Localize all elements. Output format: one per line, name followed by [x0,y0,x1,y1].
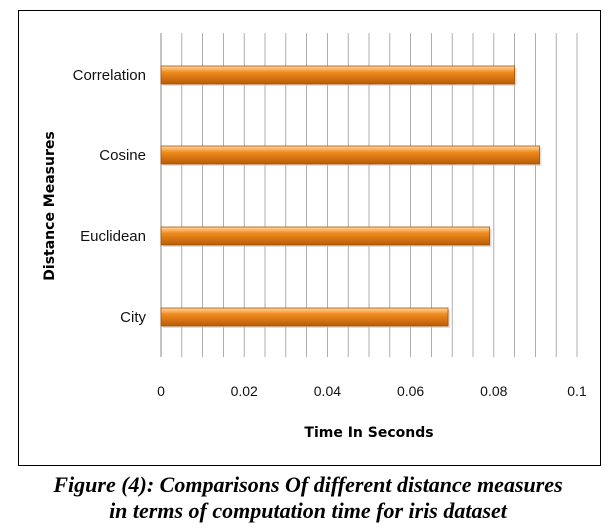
x-tick-label: 0.06 [397,383,424,399]
bar-city [160,307,449,327]
caption-line-2: in terms of computation time for iris da… [109,498,507,523]
x-tick-label: 0.08 [480,383,507,399]
category-label: Correlation [73,67,146,84]
bar-cosine [160,145,540,165]
x-axis-title: Time In Seconds [304,425,433,441]
x-tick-label: 0.1 [567,383,587,399]
bar-euclidean [160,226,491,246]
category-label: Cosine [99,147,146,164]
y-axis-title: Distance Measures [42,131,58,280]
bar-correlation [160,65,516,85]
category-label: City [120,309,146,326]
chart-frame: 0 0.02 0.04 0.06 0.08 0.1 Correlation Cosine Eu… [18,10,601,466]
category-labels: Correlation Cosine Euclidean City [73,67,147,326]
figure-caption: Figure (4): Comparisons Of different dis… [0,472,616,524]
category-label: Euclidean [80,228,146,245]
x-tick-label: 0.02 [231,383,258,399]
bar-chart: 0 0.02 0.04 0.06 0.08 0.1 Correlation Cosine Eu… [42,33,587,441]
bars [160,65,542,328]
caption-line-1: Figure (4): Comparisons Of different dis… [53,472,563,497]
x-tick-label: 0.04 [314,383,341,399]
x-tick-label: 0 [157,383,165,399]
x-tick-labels: 0 0.02 0.04 0.06 0.08 0.1 [157,383,587,399]
gridlines [181,33,578,357]
